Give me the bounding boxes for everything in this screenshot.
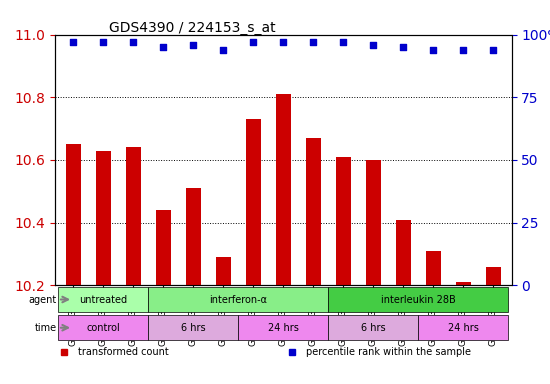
Point — [189, 41, 197, 48]
Bar — [186, 188, 201, 285]
Point — [69, 39, 78, 45]
FancyBboxPatch shape — [148, 287, 328, 312]
FancyBboxPatch shape — [58, 287, 148, 312]
Point — [339, 39, 348, 45]
FancyBboxPatch shape — [328, 287, 509, 312]
FancyBboxPatch shape — [238, 315, 328, 341]
Text: GDS4390 / 224153_s_at: GDS4390 / 224153_s_at — [109, 21, 276, 35]
Point — [459, 46, 468, 53]
Point — [219, 46, 228, 53]
Bar — [216, 257, 230, 285]
Point — [429, 46, 438, 53]
Text: percentile rank within the sample: percentile rank within the sample — [306, 347, 471, 357]
Text: 24 hrs: 24 hrs — [448, 323, 479, 333]
Bar — [306, 138, 321, 285]
Text: time: time — [35, 323, 57, 333]
Text: 24 hrs: 24 hrs — [268, 323, 299, 333]
Bar — [156, 210, 170, 285]
Bar — [96, 151, 111, 285]
Bar — [125, 147, 141, 285]
Point — [249, 39, 257, 45]
Point — [159, 44, 168, 50]
FancyBboxPatch shape — [419, 315, 509, 341]
Text: agent: agent — [28, 295, 57, 305]
Text: interleukin 28B: interleukin 28B — [381, 295, 456, 305]
Point — [309, 39, 318, 45]
Text: control: control — [86, 323, 120, 333]
Text: untreated: untreated — [79, 295, 127, 305]
Bar — [276, 94, 291, 285]
FancyBboxPatch shape — [148, 315, 238, 341]
Point — [489, 46, 498, 53]
Bar — [65, 144, 80, 285]
Point — [279, 39, 288, 45]
Bar — [336, 157, 351, 285]
FancyBboxPatch shape — [328, 315, 419, 341]
Text: 6 hrs: 6 hrs — [181, 323, 206, 333]
Point — [98, 39, 107, 45]
Bar — [396, 220, 411, 285]
FancyBboxPatch shape — [58, 315, 148, 341]
Point — [399, 44, 408, 50]
Bar — [456, 282, 471, 285]
Text: 6 hrs: 6 hrs — [361, 323, 386, 333]
Text: interferon-α: interferon-α — [209, 295, 267, 305]
Point — [129, 39, 138, 45]
Bar — [426, 251, 441, 285]
Bar — [486, 266, 501, 285]
Bar — [366, 160, 381, 285]
Text: transformed count: transformed count — [78, 347, 168, 357]
Point — [369, 41, 378, 48]
Bar — [246, 119, 261, 285]
